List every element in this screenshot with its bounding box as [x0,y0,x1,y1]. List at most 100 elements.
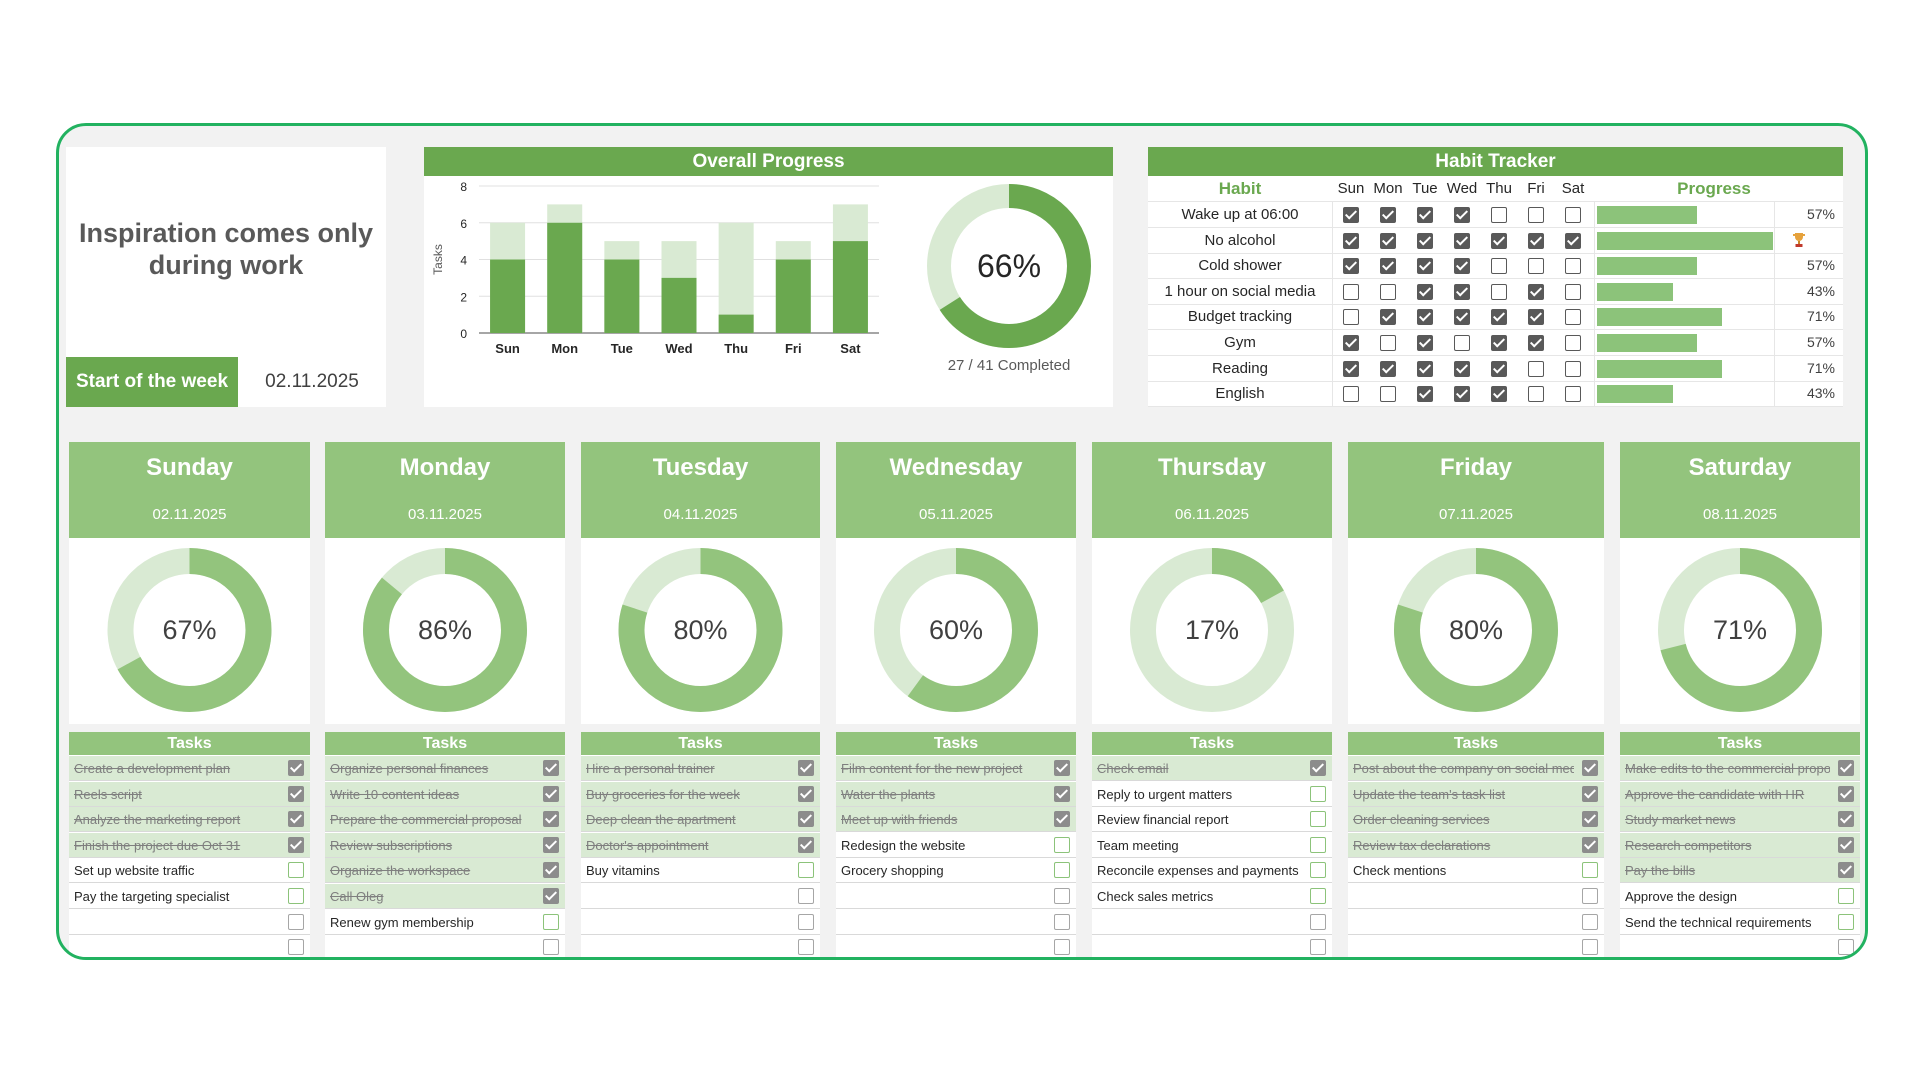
habit-checkbox[interactable] [1417,258,1433,275]
task-row[interactable]: Check email [1092,756,1332,781]
habit-checkbox[interactable] [1528,232,1544,249]
task-row[interactable] [836,884,1076,909]
habit-checkbox[interactable] [1491,309,1507,326]
habit-checkbox[interactable] [1491,283,1507,300]
habit-checkbox[interactable] [1380,258,1396,275]
task-row[interactable]: Pay the targeting specialist [69,884,310,909]
task-checkbox[interactable] [543,836,559,853]
task-checkbox[interactable] [288,760,304,776]
habit-checkbox[interactable] [1380,309,1396,326]
task-checkbox[interactable] [543,888,559,904]
habit-checkbox[interactable] [1380,283,1396,300]
task-checkbox[interactable] [543,913,559,930]
task-row[interactable]: Approve the candidate with HR [1620,781,1860,807]
habit-checkbox[interactable] [1417,207,1433,223]
habit-checkbox[interactable] [1528,258,1544,275]
task-checkbox[interactable] [1054,811,1070,828]
habit-checkbox[interactable] [1343,258,1359,275]
task-row[interactable]: Buy vitamins [581,858,820,884]
task-row[interactable] [1620,935,1860,957]
task-checkbox[interactable] [798,888,814,904]
task-row[interactable]: Create a development plan [69,756,310,781]
task-checkbox[interactable] [1838,862,1854,879]
task-row[interactable]: Water the plants [836,781,1076,807]
task-checkbox[interactable] [1054,888,1070,904]
task-checkbox[interactable] [288,836,304,853]
task-checkbox[interactable] [1838,811,1854,828]
habit-checkbox[interactable] [1528,309,1544,326]
task-checkbox[interactable] [1838,939,1854,956]
task-checkbox[interactable] [798,811,814,828]
task-row[interactable]: Approve the design [1620,884,1860,909]
task-row[interactable] [1348,935,1604,957]
task-row[interactable]: Make edits to the commercial proposal [1620,756,1860,781]
task-checkbox[interactable] [798,913,814,930]
habit-checkbox[interactable] [1565,335,1581,351]
task-checkbox[interactable] [1054,760,1070,776]
task-checkbox[interactable] [1582,913,1598,930]
task-checkbox[interactable] [1838,888,1854,904]
habit-checkbox[interactable] [1343,309,1359,326]
task-row[interactable] [836,935,1076,957]
habit-checkbox[interactable] [1454,232,1470,249]
task-row[interactable] [1092,935,1332,957]
habit-checkbox[interactable] [1528,335,1544,351]
habit-checkbox[interactable] [1380,232,1396,249]
task-row[interactable]: Deep clean the apartment [581,807,820,833]
task-checkbox[interactable] [1582,888,1598,904]
habit-checkbox[interactable] [1565,309,1581,326]
habit-checkbox[interactable] [1417,360,1433,377]
habit-checkbox[interactable] [1528,360,1544,377]
task-checkbox[interactable] [1838,760,1854,776]
habit-checkbox[interactable] [1380,335,1396,351]
task-checkbox[interactable] [1310,836,1326,853]
task-checkbox[interactable] [1310,785,1326,802]
task-checkbox[interactable] [288,939,304,956]
task-checkbox[interactable] [1310,862,1326,879]
task-row[interactable] [1348,910,1604,935]
task-row[interactable]: Reconcile expenses and payments [1092,858,1332,884]
habit-checkbox[interactable] [1343,335,1359,351]
habit-checkbox[interactable] [1380,207,1396,223]
habit-checkbox[interactable] [1491,232,1507,249]
habit-checkbox[interactable] [1491,207,1507,223]
task-checkbox[interactable] [1582,811,1598,828]
task-checkbox[interactable] [288,785,304,802]
habit-checkbox[interactable] [1343,360,1359,377]
task-row[interactable]: Write 10 content ideas [325,781,565,807]
task-row[interactable]: Buy groceries for the week [581,781,820,807]
task-checkbox[interactable] [1838,836,1854,853]
task-row[interactable]: Order cleaning services [1348,807,1604,833]
task-row[interactable]: Hire a personal trainer [581,756,820,781]
habit-checkbox[interactable] [1565,232,1581,249]
habit-checkbox[interactable] [1417,309,1433,326]
habit-checkbox[interactable] [1417,386,1433,403]
task-row[interactable]: Doctor's appointment [581,832,820,858]
task-checkbox[interactable] [1310,811,1326,828]
habit-checkbox[interactable] [1454,258,1470,275]
task-row[interactable]: Check sales metrics [1092,884,1332,909]
habit-checkbox[interactable] [1565,283,1581,300]
habit-checkbox[interactable] [1343,386,1359,403]
task-row[interactable] [325,935,565,957]
task-checkbox[interactable] [288,862,304,879]
habit-checkbox[interactable] [1565,386,1581,403]
habit-checkbox[interactable] [1417,283,1433,300]
task-row[interactable]: Study market news [1620,807,1860,833]
task-checkbox[interactable] [1838,913,1854,930]
habit-checkbox[interactable] [1565,207,1581,223]
task-row[interactable]: Redesign the website [836,833,1076,858]
task-row[interactable]: Research competitors [1620,832,1860,858]
habit-checkbox[interactable] [1491,386,1507,403]
task-row[interactable]: Finish the project due Oct 31 [69,832,310,858]
task-checkbox[interactable] [1310,760,1326,776]
habit-checkbox[interactable] [1528,386,1544,403]
task-row[interactable]: Prepare the commercial proposal [325,807,565,833]
habit-checkbox[interactable] [1417,232,1433,249]
task-checkbox[interactable] [1310,913,1326,930]
task-checkbox[interactable] [543,760,559,776]
task-row[interactable]: Send the technical requirements [1620,910,1860,935]
task-checkbox[interactable] [1054,836,1070,853]
task-row[interactable] [581,884,820,909]
habit-checkbox[interactable] [1417,335,1433,351]
